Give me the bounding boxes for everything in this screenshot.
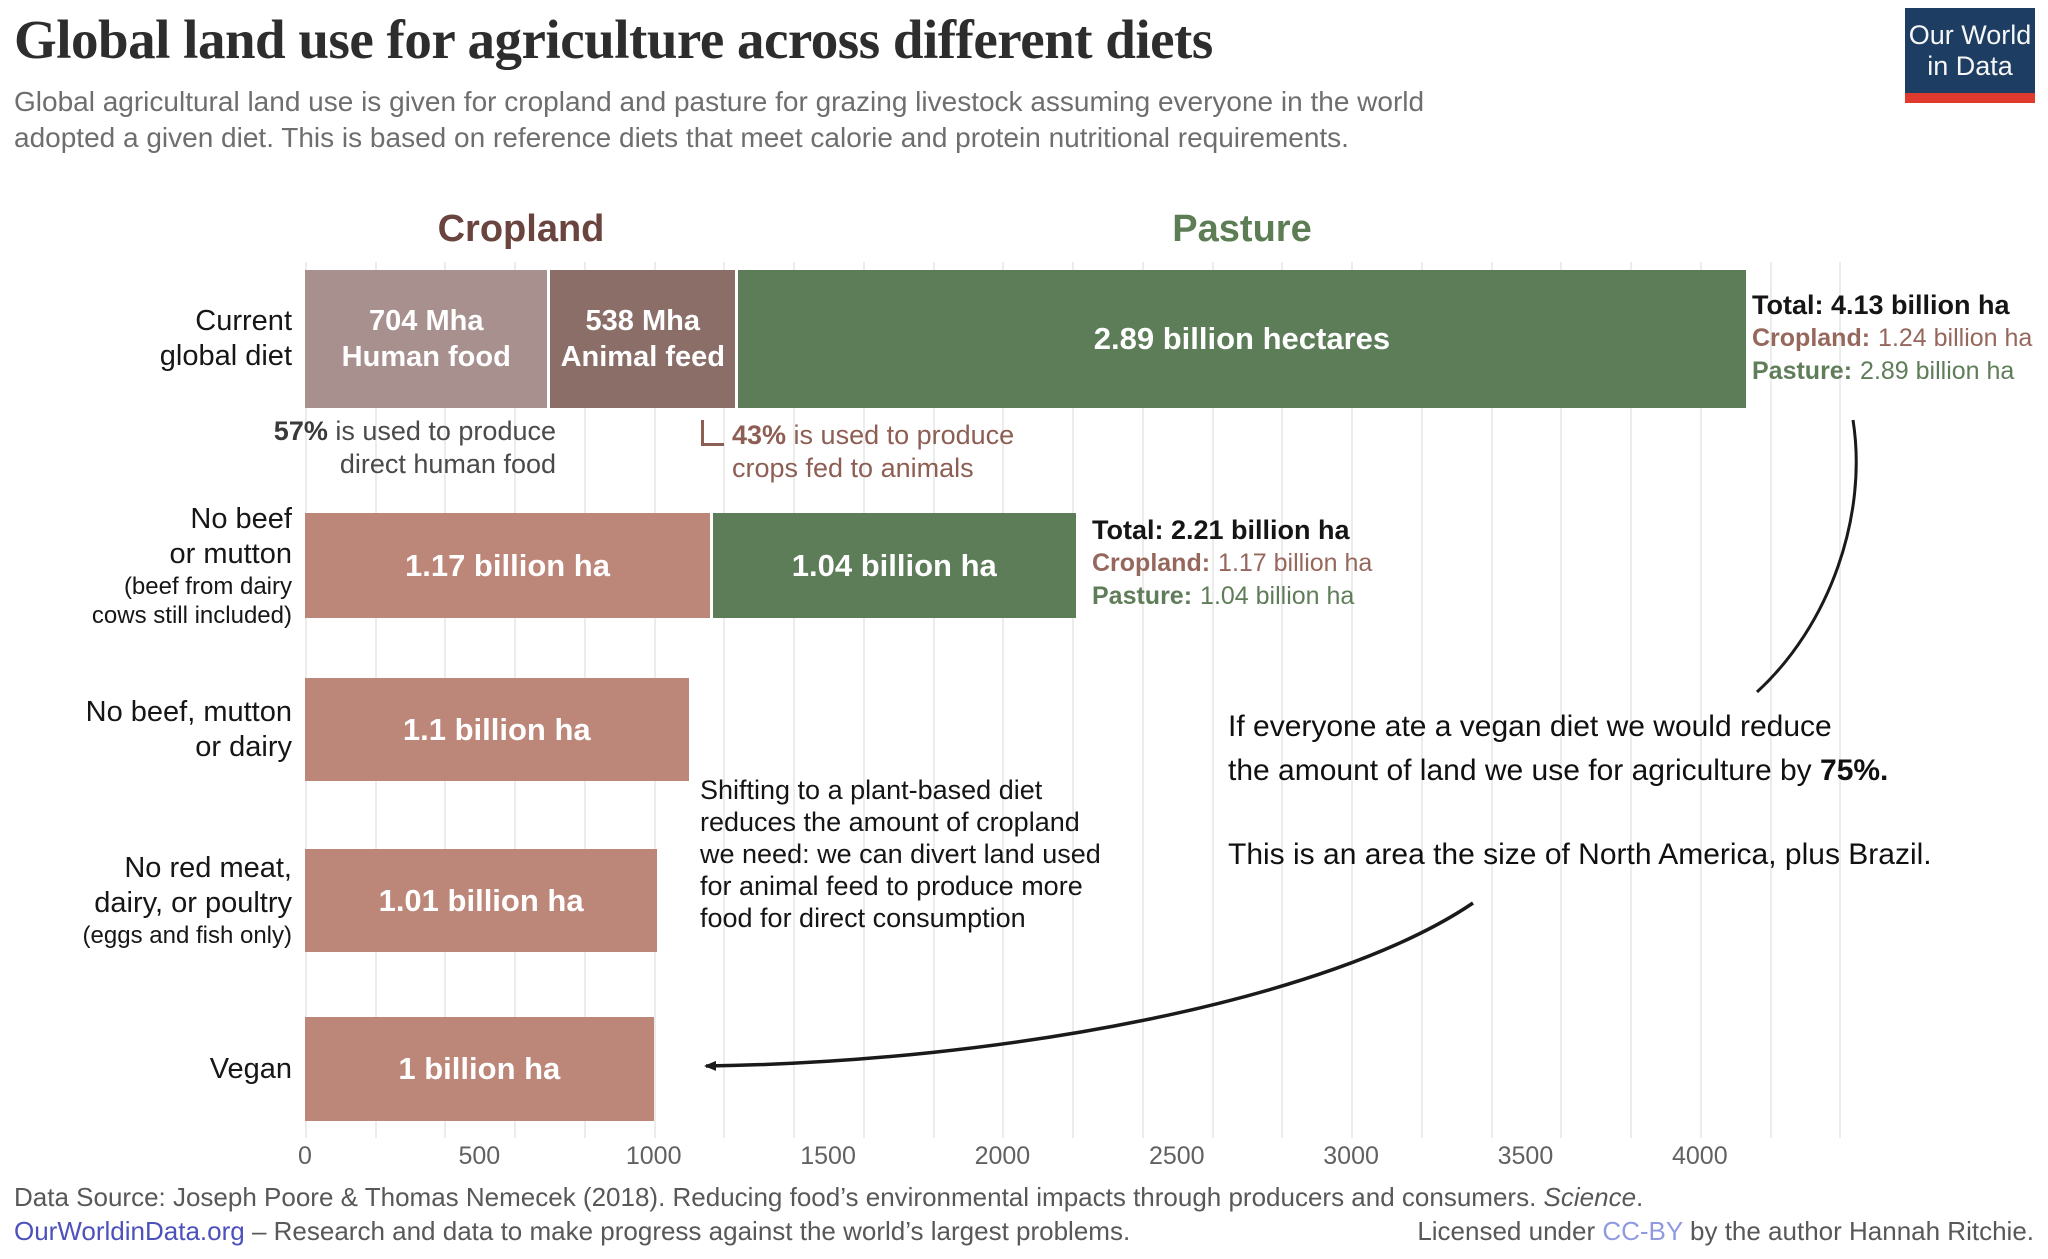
totals-cropland: Cropland: 1.24 billion ha <box>1752 324 2033 352</box>
vegan-note-paragraph-1: If everyone ate a vegan diet we would re… <box>1228 710 1889 787</box>
vegan-note-75-bold: 75%. <box>1820 754 1889 787</box>
column-header-cropland: Cropland <box>437 208 605 250</box>
x-axis-tick-label: 3500 <box>1497 1142 1554 1170</box>
gridline <box>793 262 796 1138</box>
gridline <box>1281 262 1284 1138</box>
footer-license: Licensed under CC-BY by the author Hanna… <box>1417 1216 2034 1246</box>
bar-value-label: 704 Mha <box>369 305 484 337</box>
bar-segment-pasture: 2.89 billion hectares <box>738 270 1746 408</box>
row-label-main: No beef or mutton <box>169 502 293 570</box>
gridline <box>932 262 935 1138</box>
gridline <box>1002 262 1005 1138</box>
bar-segment-cropland: 1.17 billion ha <box>305 513 713 618</box>
gridline <box>1072 262 1075 1138</box>
owid-site-link[interactable]: OurWorldinData.org <box>14 1216 245 1246</box>
gridline <box>1351 262 1354 1138</box>
gridline <box>1490 262 1493 1138</box>
row-label-vegan: Vegan <box>0 1017 292 1121</box>
footer-bottom-row: OurWorldinData.org – Research and data t… <box>14 1216 2034 1247</box>
cc-by-link[interactable]: CC-BY <box>1602 1216 1683 1246</box>
annotation-57-bold: 57% <box>273 416 328 446</box>
annotation-43-bold: 43% <box>732 420 787 450</box>
owid-logo-line1: Our World <box>1908 19 2032 50</box>
footer-left: OurWorldinData.org – Research and data t… <box>14 1216 1130 1247</box>
gridline <box>1630 262 1633 1138</box>
gridline <box>1699 262 1702 1138</box>
gridline <box>1420 262 1423 1138</box>
annotation-57-percent: 57% is used to produce direct human food <box>273 416 556 479</box>
bar-segment-cropland-animal-feed: 538 Mha Animal feed <box>550 270 739 408</box>
elbow-connector-icon <box>701 420 724 446</box>
row-label-no-beef-or-mutton: No beef or mutton (beef from dairy cows s… <box>0 503 292 629</box>
x-axis-tick-label: 2500 <box>1148 1142 1205 1170</box>
arrow-from-total-to-vegan-note <box>1755 419 1858 694</box>
bar-value-label: 1.01 billion ha <box>378 882 584 918</box>
gridline <box>862 262 865 1138</box>
row-totals-no-beef-or-mutton: Total: 2.21 billion ha Cropland: 1.17 bill… <box>1092 514 1372 613</box>
footer-journal-name: Science <box>1543 1182 1637 1212</box>
row-label-main: No beef, mutton or dairy <box>85 695 292 763</box>
totals-pasture: Pasture: 1.04 billion ha <box>1092 582 1355 610</box>
row-label-no-beef-mutton-or-dairy: No beef, mutton or dairy <box>0 678 292 781</box>
gridline <box>1560 262 1563 1138</box>
x-axis-tick-label: 500 <box>458 1142 501 1170</box>
owid-logo-line2: in Data <box>1927 50 2013 81</box>
row-label-main: Vegan <box>209 1052 292 1085</box>
bar-value-sublabel: Animal feed <box>560 341 725 373</box>
totals-cropland: Cropland: 1.17 billion ha <box>1092 549 1373 577</box>
gridline <box>1839 262 1842 1138</box>
bar-segment-cropland-human-food: 704 Mha Human food <box>305 270 551 408</box>
gridline <box>1769 262 1772 1138</box>
chart-title: Global land use for agriculture across d… <box>14 9 1213 70</box>
gridline <box>1211 262 1214 1138</box>
gridline <box>723 262 726 1138</box>
row-label-no-red-meat-dairy-or-poultry: No red meat, dairy, or poultry (eggs and … <box>0 849 292 952</box>
totals-total: Total: 2.21 billion ha <box>1092 515 1350 545</box>
bar-segment-cropland: 1.01 billion ha <box>305 849 658 952</box>
footer-datasource: Data Source: Joseph Poore & Thomas Nemec… <box>14 1182 1644 1212</box>
bar-value-label: 538 Mha <box>585 305 700 337</box>
row-label-main: No red meat, dairy, or poultry <box>94 852 292 919</box>
x-axis-tick-label: 3000 <box>1323 1142 1379 1170</box>
x-axis-tick-label: 1500 <box>800 1142 856 1170</box>
row-totals-current-global-diet: Total: 4.13 billion ha Cropland: 1.24 bill… <box>1752 289 2032 388</box>
vegan-note-paragraph-2: This is an area the size of North Americ… <box>1228 838 1932 871</box>
gridline <box>1141 262 1144 1138</box>
x-axis-tick-label: 1000 <box>625 1142 682 1170</box>
totals-total: Total: 4.13 billion ha <box>1752 290 2010 320</box>
bar-value-label: 2.89 billion hectares <box>1093 321 1391 356</box>
row-label-note: (beef from dairy cows still included) <box>91 572 292 629</box>
annotation-43-percent: 43% is used to produce crops fed to anim… <box>732 420 1015 483</box>
owid-logo: Our World in Data <box>1905 8 2035 103</box>
column-header-pasture: Pasture <box>1172 208 1312 250</box>
bar-value-label: 1.1 billion ha <box>402 711 591 747</box>
annotation-cropland-note: Shifting to a plant-based diet reduces t… <box>700 775 1101 933</box>
row-label-current-global-diet: Current global diet <box>0 270 292 408</box>
x-axis-tick-label: 2000 <box>974 1142 1031 1170</box>
bar-segment-cropland: 1 billion ha <box>305 1017 654 1121</box>
x-axis-tick-label: 4000 <box>1671 1142 1728 1170</box>
totals-pasture: Pasture: 2.89 billion ha <box>1752 357 2015 385</box>
row-label-note: (eggs and fish only) <box>82 922 292 949</box>
footer-tagline: – Research and data to make progress aga… <box>244 1216 1131 1246</box>
chart-subtitle: Global agricultural land use is given fo… <box>14 86 1425 153</box>
row-label-main: Current global diet <box>159 305 292 372</box>
bar-segment-cropland: 1.1 billion ha <box>305 678 689 781</box>
annotation-vegan-note: If everyone ate a vegan diet we would re… <box>1228 705 1932 877</box>
bar-value-label: 1 billion ha <box>398 1051 561 1086</box>
bar-segment-pasture: 1.04 billion ha <box>712 513 1076 618</box>
bar-value-label: 1.04 billion ha <box>791 547 997 583</box>
x-axis-tick-label: 0 <box>298 1142 312 1170</box>
bar-value-label: 1.17 billion ha <box>404 547 610 583</box>
bar-value-sublabel: Human food <box>341 341 511 373</box>
